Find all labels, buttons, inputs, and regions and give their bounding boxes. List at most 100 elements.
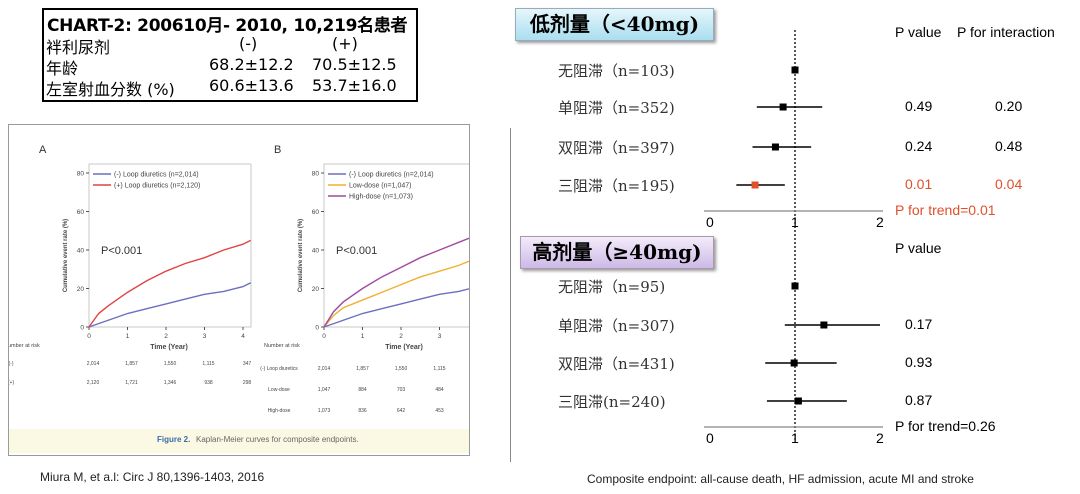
p-for-trend: P for trend=0.26	[895, 418, 996, 434]
risk-value: 347	[243, 361, 252, 367]
risk-table-title: Number at risk	[9, 343, 40, 349]
x-tick-label: 0	[87, 333, 91, 340]
divider	[510, 128, 511, 462]
y-tick-label: 40	[312, 248, 320, 255]
p-value: 0.24	[905, 138, 933, 154]
risk-row-label: (-)	[9, 361, 14, 367]
row-label: 年龄	[46, 59, 79, 78]
km-figure: A 0 20 40 60 80 0 1 2 3 4 Time (Year) Cumulative eve…	[8, 124, 470, 456]
y-axis-label: Cumulative event rate (%)	[298, 219, 304, 292]
risk-value: 884	[358, 387, 367, 393]
x-tick-label: 3	[438, 333, 442, 340]
x-tick-label: 1	[791, 430, 799, 446]
footnote: Composite endpoint: all-cause death, HF …	[587, 472, 974, 486]
point-estimate	[790, 359, 798, 367]
p-value: 0.93	[905, 354, 933, 370]
column-header: P for interaction	[957, 24, 1055, 40]
p-for-trend: P for trend=0.01	[895, 202, 996, 218]
subgroup-label: 无阻滞（n=103)	[558, 62, 675, 80]
row-pos: 70.5±12.5	[312, 55, 397, 74]
x-tick-label: 0	[322, 333, 326, 340]
risk-value: 453	[435, 408, 444, 414]
subgroup-label: 单阻滞（n=352)	[558, 99, 675, 117]
risk-value: 298	[243, 380, 252, 386]
subgroup-label: 三阻滞（n=195)	[558, 177, 675, 195]
y-tick-label: 60	[312, 209, 320, 216]
x-tick-label: 3	[203, 333, 207, 340]
legend-entry: (-) Loop diuretics (n=2,014)	[349, 172, 434, 179]
y-tick-label: 0	[315, 325, 319, 332]
risk-value: 836	[358, 408, 367, 414]
risk-value: 1,346	[164, 380, 177, 386]
risk-value: 938	[204, 380, 213, 386]
risk-value: 642	[397, 408, 406, 414]
km-curve	[88, 282, 252, 328]
subgroup-label: 双阻滞（n=431)	[558, 355, 675, 373]
km-curve	[323, 288, 469, 328]
row-neg: 60.6±13.6	[209, 76, 294, 95]
p-value-annotation: P<0.001	[336, 245, 377, 257]
p-value-annotation: P<0.001	[101, 245, 142, 257]
km-curve	[88, 239, 252, 328]
y-tick-label: 0	[80, 325, 84, 332]
figure-caption: Figure 2. Kaplan-Meier curves for compos…	[9, 429, 469, 453]
km-curve	[323, 237, 469, 328]
risk-value: 484	[435, 387, 444, 393]
plot-frame	[323, 163, 469, 328]
subgroup-label: 三阻滞(n=240)	[558, 393, 666, 411]
panel-letter: B	[274, 144, 281, 156]
x-axis-label: Time (Year)	[150, 344, 188, 351]
point-estimate	[791, 282, 799, 290]
low-dose-title: 低剂量（<40mg)	[515, 8, 714, 41]
column-header: P value	[895, 240, 942, 256]
p-value: 0.49	[905, 98, 933, 114]
risk-value: 1,115	[202, 361, 214, 367]
row-pos: 53.7±16.0	[312, 76, 397, 95]
risk-row-label: Low-dose	[268, 387, 290, 393]
point-estimate	[751, 181, 759, 189]
row-neg: (-)	[239, 34, 258, 53]
point-estimate	[820, 321, 828, 329]
x-tick-label: 4	[241, 333, 245, 340]
legend-entry: (+) Loop diuretics (n=2,120)	[114, 183, 200, 190]
row-pos: (+)	[332, 34, 358, 53]
study-title: CHART-2: 200610月- 2010, 10,219名患者	[47, 16, 408, 36]
risk-value: 2,014	[87, 361, 100, 367]
row-label: 袢利尿剂	[46, 38, 111, 57]
legend-entry: Low-dose (n=1,047)	[349, 183, 411, 190]
risk-table-title: Number at risk	[264, 343, 300, 349]
y-tick-label: 20	[77, 286, 85, 293]
y-tick-label: 80	[312, 171, 320, 178]
risk-row-label: High-dose	[268, 408, 291, 414]
subgroup-label: 双阻滞（n=397)	[558, 139, 675, 157]
legend-entry: (-) Loop diuretics (n=2,014)	[114, 172, 199, 179]
row-label: 左室射血分数 (%)	[46, 80, 175, 99]
caption-label: Figure 2.	[157, 435, 191, 444]
x-tick-label: 2	[876, 214, 884, 230]
risk-value: 2,014	[318, 366, 331, 372]
risk-value: 1,550	[164, 361, 177, 367]
risk-row-label: (+)	[9, 380, 14, 386]
p-interaction: 0.20	[995, 98, 1023, 114]
x-tick-label: 2	[876, 430, 884, 446]
point-estimate	[794, 397, 802, 405]
p-interaction: 0.04	[995, 176, 1023, 192]
risk-value: 1,073	[318, 408, 331, 414]
row-neg: 68.2±12.2	[209, 55, 294, 74]
p-value: 0.01	[905, 176, 933, 192]
risk-value: 1,115	[433, 366, 445, 372]
x-tick-label: 1	[791, 214, 799, 230]
p-value: 0.17	[905, 316, 933, 332]
high-dose-title: 高剂量（≥40mg)	[520, 236, 714, 269]
x-tick-label: 2	[164, 333, 168, 340]
y-tick-label: 60	[77, 209, 85, 216]
y-tick-label: 80	[77, 171, 85, 178]
risk-value: 703	[397, 387, 406, 393]
point-estimate	[771, 143, 779, 151]
p-interaction: 0.48	[995, 138, 1023, 154]
column-header: P value	[895, 24, 942, 40]
x-tick-label: 0	[706, 430, 714, 446]
citation: Miura M, et a.l: Circ J 80,1396-1403, 20…	[40, 470, 265, 484]
